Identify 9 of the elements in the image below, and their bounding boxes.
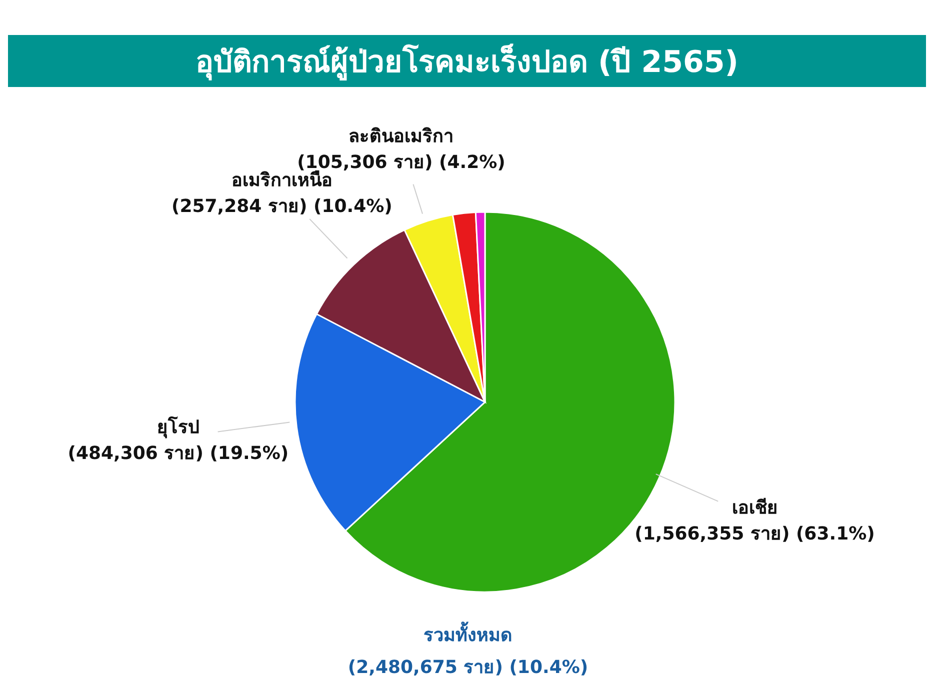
data-label: (1,566,355 ราย) (63.1%) <box>634 523 875 544</box>
chart-title: อุบัติการณ์ผู้ป่วยโรคมะเร็งปอด (ปี 2565) <box>8 35 926 87</box>
slice-label: ยุโรป <box>157 416 200 439</box>
slice-label: ละตินอเมริกา <box>348 126 454 148</box>
text: รวมทั้งหมด <box>422 620 514 648</box>
data-label: (484,306 ราย) (19.5%) <box>68 442 289 464</box>
data-label: (257,284 ราย) (10.4%) <box>172 196 392 218</box>
text: (2,480,675 ราย) (10.4%) <box>346 656 590 680</box>
slice-label: เอเชีย <box>732 497 778 518</box>
